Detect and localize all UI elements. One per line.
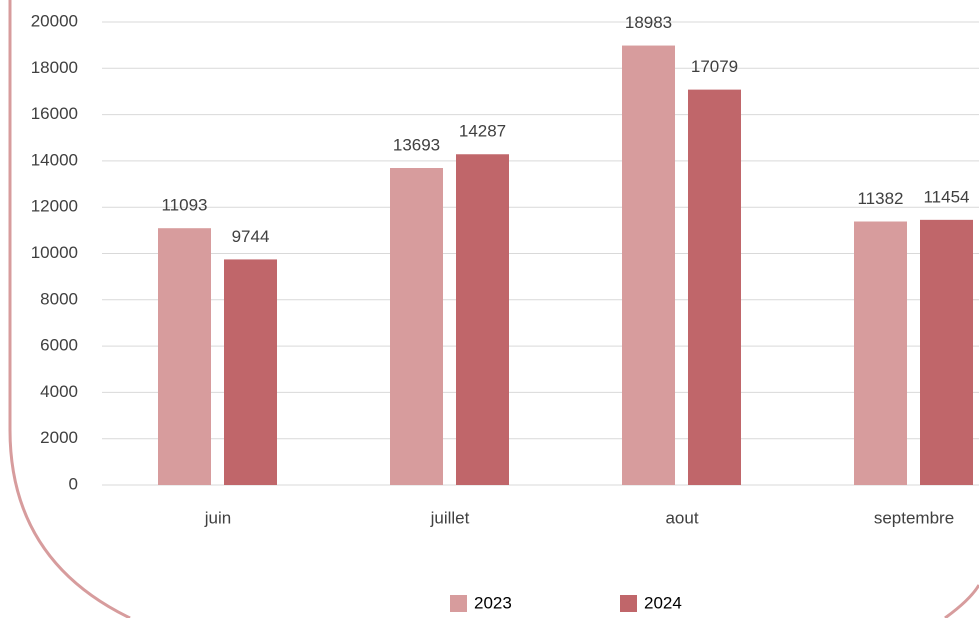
bar — [688, 89, 741, 485]
bar — [158, 228, 211, 485]
y-tick-label: 2000 — [40, 428, 78, 447]
y-tick-label: 14000 — [31, 150, 78, 169]
bar — [390, 168, 443, 485]
x-tick-label: septembre — [874, 508, 954, 527]
legend-label: 2023 — [474, 593, 512, 612]
y-tick-label: 16000 — [31, 104, 78, 123]
y-tick-label: 10000 — [31, 243, 78, 262]
x-tick-label: aout — [665, 508, 698, 527]
bar — [920, 219, 973, 485]
legend-swatch — [450, 595, 467, 612]
data-label: 13693 — [393, 135, 440, 154]
data-label: 11093 — [161, 196, 207, 215]
bar — [622, 45, 675, 485]
bar — [456, 154, 509, 485]
x-tick-label: juillet — [430, 508, 470, 527]
y-tick-label: 12000 — [31, 197, 78, 216]
y-tick-label: 4000 — [40, 382, 78, 401]
y-tick-label: 8000 — [40, 289, 78, 308]
data-label: 18983 — [625, 13, 672, 32]
bar — [854, 221, 907, 485]
bar — [224, 259, 277, 485]
legend-swatch — [620, 595, 637, 612]
frame-border — [8, 0, 131, 618]
data-label: 11454 — [923, 187, 969, 206]
data-label: 9744 — [232, 227, 270, 246]
legend-label: 2024 — [644, 593, 682, 612]
y-tick-label: 6000 — [40, 336, 78, 355]
data-label: 14287 — [459, 122, 506, 141]
data-label: 17079 — [691, 57, 738, 76]
y-tick-label: 18000 — [31, 58, 78, 77]
frame-border — [944, 584, 979, 618]
x-tick-label: juin — [204, 508, 231, 527]
data-label: 11382 — [857, 189, 903, 208]
y-tick-label: 0 — [69, 474, 78, 493]
y-tick-label: 20000 — [31, 11, 78, 30]
